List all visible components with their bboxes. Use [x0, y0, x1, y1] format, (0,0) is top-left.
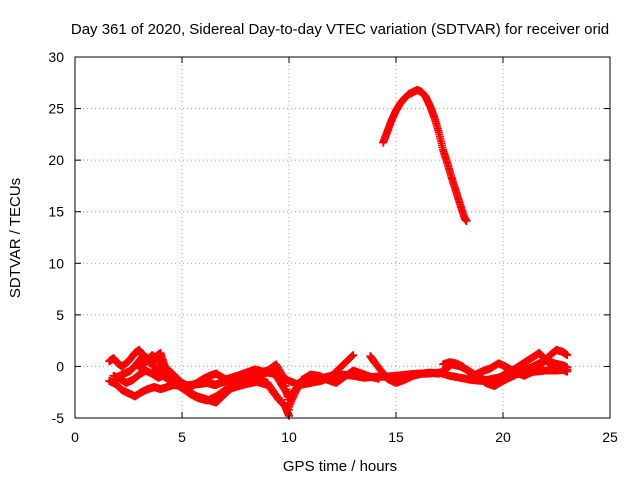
x-tick-label: 10: [281, 429, 297, 445]
data-point: [374, 374, 383, 383]
x-tick-label: 0: [71, 429, 79, 445]
data-point: [563, 351, 572, 360]
x-axis-label: GPS time / hours: [283, 458, 397, 475]
data-point: [289, 391, 298, 400]
series-trace-h: [469, 345, 572, 380]
y-tick-label: 5: [56, 307, 64, 323]
axes-ticks: 0 5 10 15 20 25 -5 0 5 10 15 20 25 30: [48, 49, 618, 445]
data-point: [285, 400, 294, 409]
x-tick-label: 20: [495, 429, 511, 445]
y-tick-label: -5: [52, 410, 65, 426]
y-tick-label: 0: [56, 358, 64, 374]
x-tick-label: 15: [388, 429, 404, 445]
data-point: [287, 397, 296, 406]
y-tick-label: 15: [48, 204, 64, 220]
plot-frame: [74, 56, 611, 419]
data-point: [462, 216, 471, 225]
series-trace-d: [113, 351, 293, 414]
y-tick-label: 10: [48, 255, 64, 271]
series-trace-peak: [379, 86, 471, 225]
data-point: [348, 352, 357, 361]
y-tick-label: 25: [48, 101, 64, 117]
data-point: [349, 351, 358, 360]
data-point: [285, 402, 293, 411]
y-tick-label: 30: [48, 49, 64, 65]
data-point: [286, 399, 295, 408]
x-tick-label: 25: [602, 429, 618, 445]
chart-title: Day 361 of 2020, Sidereal Day-to-day VTE…: [71, 21, 609, 38]
y-axis-label: SDTVAR / TECUs: [7, 178, 24, 298]
data-points: [105, 86, 572, 420]
data-point: [279, 373, 288, 382]
data-point: [563, 367, 572, 376]
x-tick-label: 5: [178, 429, 186, 445]
series-trace-e: [135, 351, 383, 411]
data-point: [288, 395, 297, 404]
y-tick-label: 20: [48, 152, 64, 168]
series-trace-g: [439, 349, 572, 385]
data-point: [289, 393, 298, 402]
